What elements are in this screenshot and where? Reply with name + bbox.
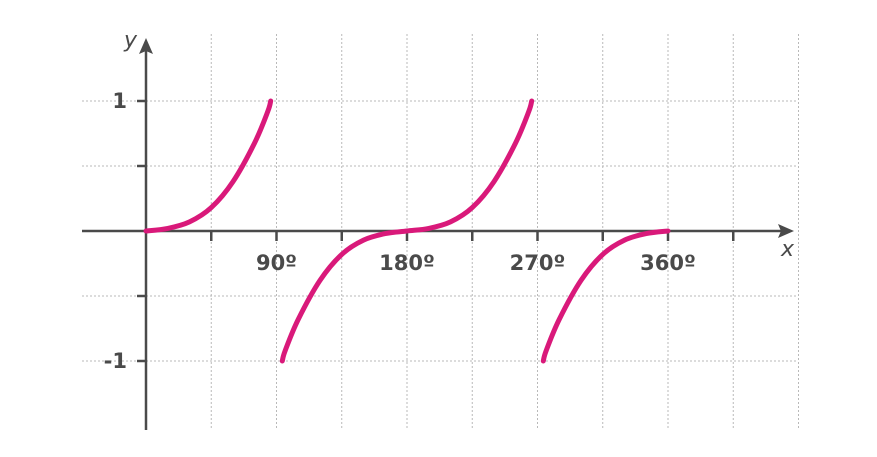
x-axis-arrow [778, 224, 794, 238]
curve-segment [143, 98, 274, 234]
x-tick-label: 360º [640, 251, 696, 275]
y-tick-label: 1 [112, 89, 127, 113]
x-axis-label: x [780, 237, 795, 262]
curve-segment [279, 98, 535, 364]
ticks: 90º 180º 270º 360º 1 -1 [104, 89, 735, 373]
curve [143, 98, 671, 364]
y-axis-arrow [139, 38, 153, 54]
curve-segment [540, 228, 671, 364]
x-tick-label: 180º [379, 251, 435, 275]
x-tick-label: 270º [510, 251, 566, 275]
x-tick-label: 90º [256, 251, 297, 275]
axes: x y [82, 28, 795, 430]
y-tick-label: -1 [104, 349, 127, 373]
y-axis-label: y [123, 28, 138, 53]
